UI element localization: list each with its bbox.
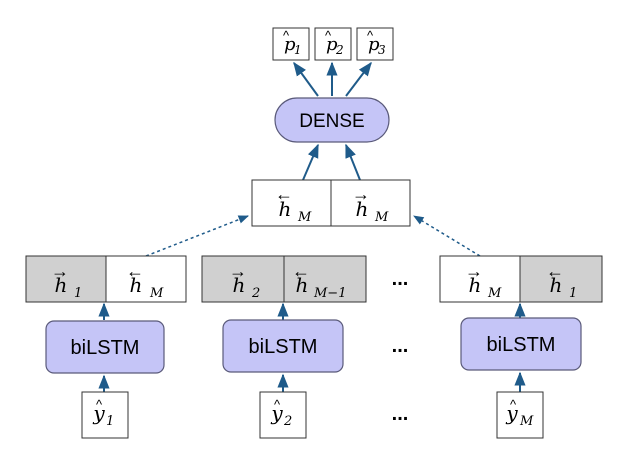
col1-backward-base: h (130, 273, 143, 297)
column-3: → h M ← h 1 biLSTM y ^ M (439, 255, 603, 439)
output-p2-hat-icon: ^ (325, 28, 332, 43)
output-p3-hat-icon: ^ (367, 28, 374, 43)
output-p2-sub: 2 (335, 43, 344, 57)
arrow-dense-p1 (293, 61, 319, 97)
output-p3-base: p (368, 34, 380, 55)
col3-backward-sub: 1 (569, 286, 577, 301)
input1-hat-icon: ^ (96, 397, 103, 412)
concat-backward-base: h (279, 197, 292, 221)
concat-forward-state: → h M (352, 184, 389, 225)
dotted-arrows (145, 215, 481, 257)
col2-backward-base: h (296, 273, 309, 297)
input2-hat-icon: ^ (274, 397, 281, 412)
col3-forward-sub: M (487, 286, 502, 301)
col2-forward-base: h (233, 273, 246, 297)
lstm-label-col1: biLSTM (71, 337, 140, 359)
arrow-concat-right-dense (345, 143, 361, 181)
col1-forward-base: h (55, 273, 68, 297)
state-box-col2-backward: ← h M−1 (283, 255, 367, 303)
input-box-col1: y ^ 1 (81, 391, 129, 439)
output-box-p1: p ^ 1 (272, 27, 310, 61)
ellipsis-states: ... (392, 268, 409, 290)
output-p2-base: p (326, 34, 338, 55)
concat-to-dense-arrows (302, 143, 361, 181)
input1-base: y (92, 401, 105, 425)
input2-base: y (270, 401, 283, 425)
concat-backward-state: ← h M (275, 184, 312, 225)
concat-forward-base: h (356, 197, 369, 221)
dense-to-output-arrows (293, 61, 372, 97)
input2-sub: 2 (283, 414, 292, 429)
right-arrow-icon: → (465, 261, 483, 281)
ellipsis-inputs: ... (392, 403, 409, 425)
col3-forward-base: h (469, 273, 482, 297)
concat-backward-sub: M (297, 210, 312, 225)
col1-forward-sub: 1 (74, 286, 82, 301)
col3-backward-base: h (550, 273, 563, 297)
concat-box: ← h M → h M (251, 179, 411, 227)
arrow-concat-left-dense (302, 143, 319, 181)
left-arrow-icon: ← (126, 261, 144, 281)
concat-forward-sub: M (374, 210, 389, 225)
ellipses: ... ... ... (392, 268, 409, 425)
left-arrow-icon: ← (292, 261, 310, 281)
state-box-col1-forward: → h 1 (25, 255, 107, 303)
dotted-arrow-first-to-concat (145, 215, 249, 257)
input-box-col3: y ^ M (496, 391, 544, 439)
output-box-p3: p ^ 3 (356, 27, 394, 61)
input3-sub: M (519, 414, 534, 429)
right-arrow-icon: → (51, 261, 69, 281)
col1-backward-sub: M (149, 286, 164, 301)
output-p3-sub: 3 (378, 43, 386, 57)
dense-label: DENSE (299, 111, 364, 132)
arrow-dense-p3 (345, 61, 372, 97)
col2-forward-sub: 2 (251, 286, 260, 301)
output-p1-hat-icon: ^ (283, 28, 290, 43)
right-arrow-icon: → (352, 184, 370, 204)
input3-base: y (505, 401, 518, 425)
lstm-node-col1: biLSTM (45, 320, 165, 374)
column-1: → h 1 ← h M biLSTM y ^ 1 (25, 255, 187, 439)
dotted-arrow-last-to-concat (413, 215, 481, 257)
col2-backward-sub: M−1 (313, 286, 346, 301)
input-box-col2: y ^ 2 (259, 391, 307, 439)
output-p1-sub: 1 (294, 43, 302, 57)
lstm-label-col2: biLSTM (249, 336, 318, 358)
lstm-node-col2: biLSTM (222, 319, 344, 373)
input1-sub: 1 (106, 414, 114, 429)
input3-hat-icon: ^ (510, 397, 517, 412)
state-box-col2-forward: → h 2 (201, 255, 285, 303)
output-box-p2: p ^ 2 (314, 27, 352, 61)
right-arrow-icon: → (229, 261, 247, 281)
lstm-node-col3: biLSTM (460, 317, 582, 371)
left-arrow-icon: ← (275, 184, 293, 204)
lstm-label-col3: biLSTM (487, 334, 556, 356)
ellipsis-lstm: ... (392, 335, 409, 357)
left-arrow-icon: ← (546, 261, 564, 281)
state-box-col3-backward: ← h 1 (519, 255, 603, 303)
state-box-col1-backward: ← h M (105, 255, 187, 303)
dense-node: DENSE (274, 97, 390, 143)
column-2: → h 2 ← h M−1 biLSTM y ^ 2 (201, 255, 367, 439)
state-box-col3-forward: → h M (439, 255, 521, 303)
output-boxes: p ^ 1 p ^ 2 p ^ 3 (272, 27, 394, 61)
output-p1-base: p (284, 34, 296, 55)
